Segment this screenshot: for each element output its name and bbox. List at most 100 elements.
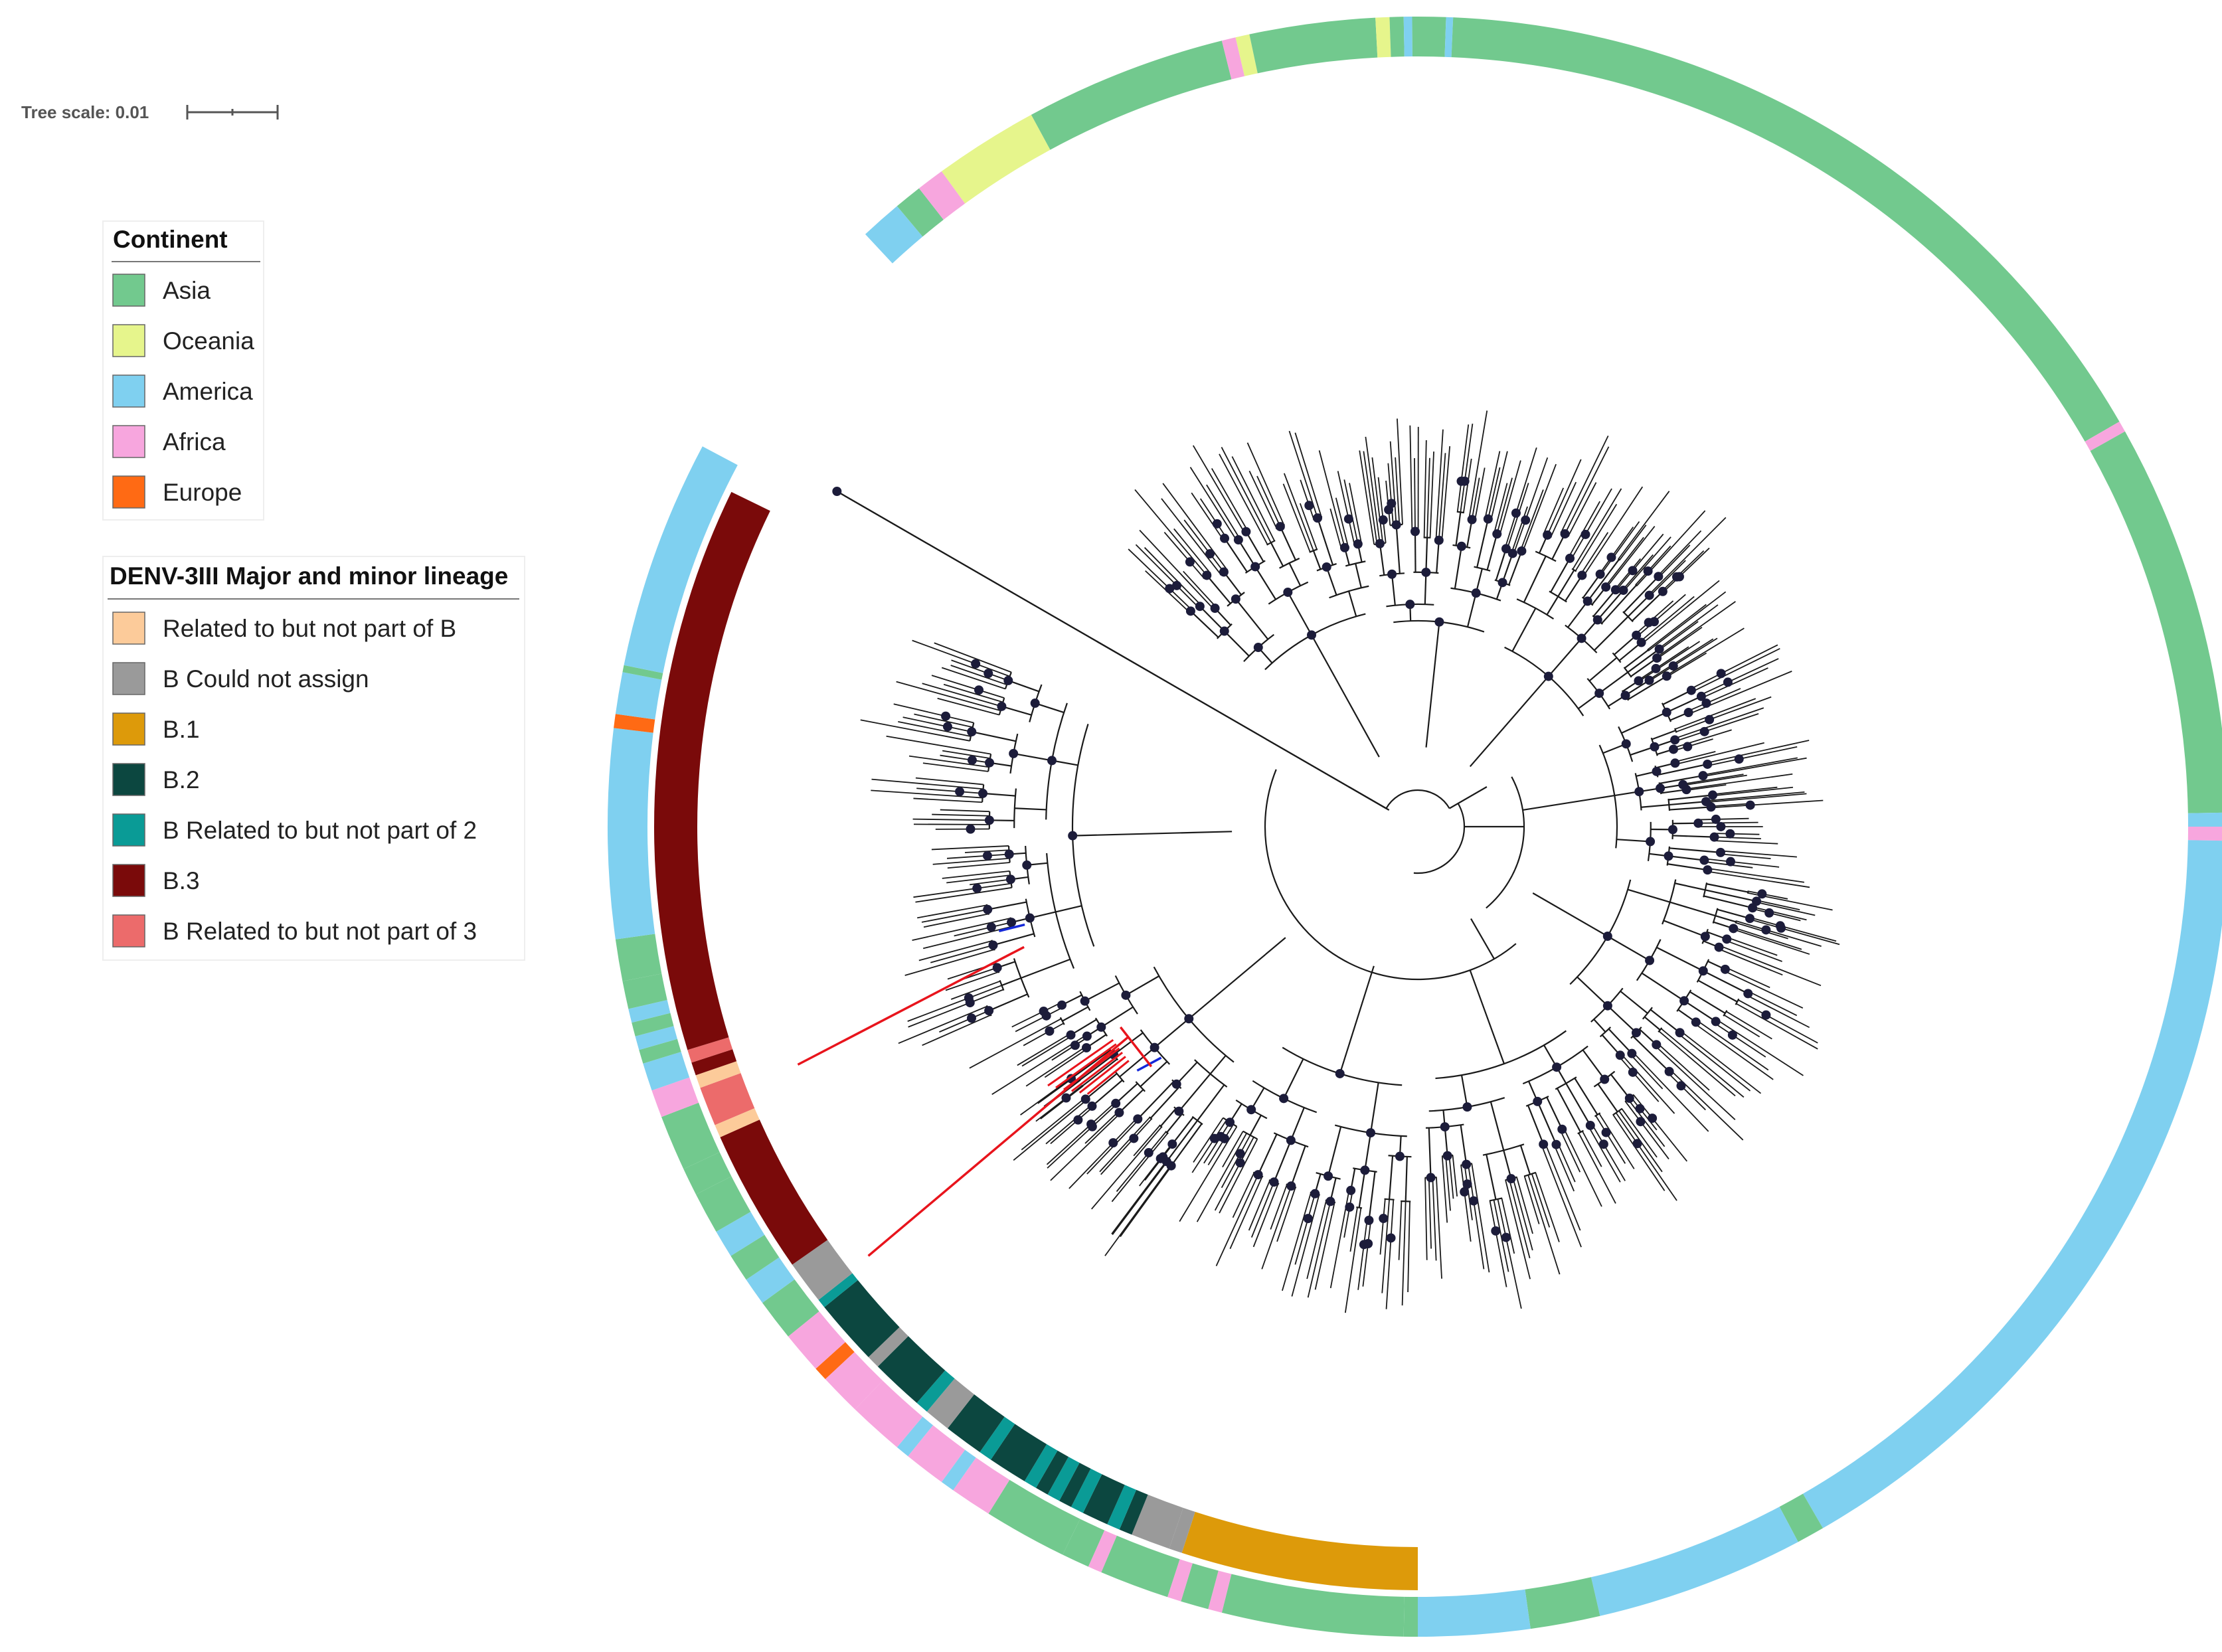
continent-ring-segment [635, 1026, 677, 1050]
branch [1229, 1176, 1263, 1250]
bootstrap-node [1219, 567, 1229, 577]
bootstrap-node [1070, 1040, 1080, 1050]
branch [1535, 1172, 1560, 1242]
continent-ring-segment [1412, 17, 1446, 57]
branch [1111, 1133, 1169, 1202]
branch [1237, 539, 1256, 568]
bootstrap-node [1698, 966, 1708, 976]
lineage-ring-segment [1070, 1468, 1102, 1513]
continent-ring-segment [639, 1038, 681, 1064]
branch [950, 980, 1001, 1000]
bootstrap-node [1335, 1068, 1345, 1078]
bootstrap-node [1552, 1062, 1562, 1072]
branch [931, 675, 1005, 699]
branch [923, 913, 989, 928]
bootstrap-node [1683, 708, 1693, 718]
branch [1718, 948, 1783, 976]
branch [1622, 554, 1654, 590]
branch [1703, 757, 1807, 778]
branch [950, 665, 1007, 686]
branch [1424, 1177, 1428, 1260]
continent-ring-segment [695, 1176, 751, 1232]
legend-lineage-item: B.2 [112, 763, 200, 796]
branch [1369, 1082, 1379, 1133]
branch [1557, 1143, 1576, 1183]
legend-lineage-label: B.1 [163, 716, 200, 743]
branch [1085, 1072, 1118, 1100]
branch [1675, 712, 1759, 742]
bootstrap-node [1253, 643, 1263, 653]
branch [1752, 906, 1807, 921]
legend-continent-item: America [112, 374, 253, 408]
legend-continent-item: Asia [112, 274, 211, 307]
lineage-ring-segment [687, 1037, 733, 1063]
branch [1413, 803, 1466, 874]
branch [1557, 569, 1575, 597]
continent-ring-segment [1181, 1563, 1219, 1610]
branch [1496, 477, 1513, 535]
branch [1037, 1078, 1072, 1104]
branch [1424, 572, 1427, 605]
branch [1546, 1097, 1563, 1130]
lineage-ring-segment [990, 1424, 1047, 1481]
branch [1148, 1116, 1153, 1120]
branch [1701, 667, 1768, 699]
bootstrap-node [1426, 1173, 1436, 1183]
bootstrap-node [1246, 1105, 1256, 1115]
branch [1355, 563, 1362, 588]
bootstrap-node [1670, 758, 1680, 768]
legend-continent-swatch [112, 324, 145, 357]
bootstrap-node [1662, 707, 1671, 717]
bootstrap-node [1674, 572, 1684, 582]
legend-lineage-label: B Related to but not part of 3 [163, 918, 477, 945]
branch [1242, 1130, 1258, 1140]
branch [932, 813, 990, 817]
continent-ring-segment [746, 1257, 795, 1303]
bootstrap-node [1462, 1179, 1472, 1189]
highlighted-branch [1055, 1043, 1117, 1089]
branch [1045, 1104, 1092, 1145]
branch [1568, 482, 1597, 537]
branch [1593, 1019, 1606, 1032]
branch [1248, 1180, 1271, 1231]
branch [1623, 576, 1660, 614]
branch [1497, 1198, 1522, 1309]
continent-ring-segment [918, 171, 966, 220]
bootstrap-node [1434, 617, 1444, 627]
lineage-ring-segment [715, 1108, 760, 1137]
lineage-ring-segment [1082, 1474, 1125, 1525]
bootstrap-node [1303, 1214, 1313, 1224]
branch [1072, 831, 1233, 837]
branch [904, 949, 995, 976]
branch [921, 908, 988, 923]
bootstrap-node [1304, 501, 1314, 511]
branch [1466, 519, 1473, 548]
tree-scale: Tree scale: 0.01 [21, 102, 279, 122]
legend-lineage-item: B.1 [112, 712, 200, 746]
branch [1663, 547, 1710, 593]
branch [1221, 447, 1272, 543]
branch [1290, 1107, 1305, 1141]
branch [1674, 882, 1706, 891]
continent-ring-segment [1235, 34, 1258, 76]
branch [1669, 847, 1721, 853]
branch [1339, 965, 1375, 1074]
branch [1469, 969, 1505, 1064]
branch [1666, 695, 1702, 713]
branch [1112, 1161, 1168, 1236]
bootstrap-node [1628, 1067, 1638, 1077]
branch [1013, 958, 1030, 998]
bootstrap-node [1651, 663, 1661, 673]
bootstrap-node [1195, 602, 1205, 612]
branch [1657, 1042, 1710, 1091]
branch [1387, 463, 1394, 525]
branch [1256, 475, 1281, 527]
bootstrap-node [1577, 570, 1587, 580]
branch [1144, 546, 1202, 606]
bootstrap-node [1220, 533, 1230, 543]
branch [1619, 525, 1647, 560]
branch [1720, 853, 1771, 860]
continent-ring-segment [953, 1457, 1010, 1514]
branch [1565, 574, 1583, 602]
branch [1391, 574, 1396, 606]
